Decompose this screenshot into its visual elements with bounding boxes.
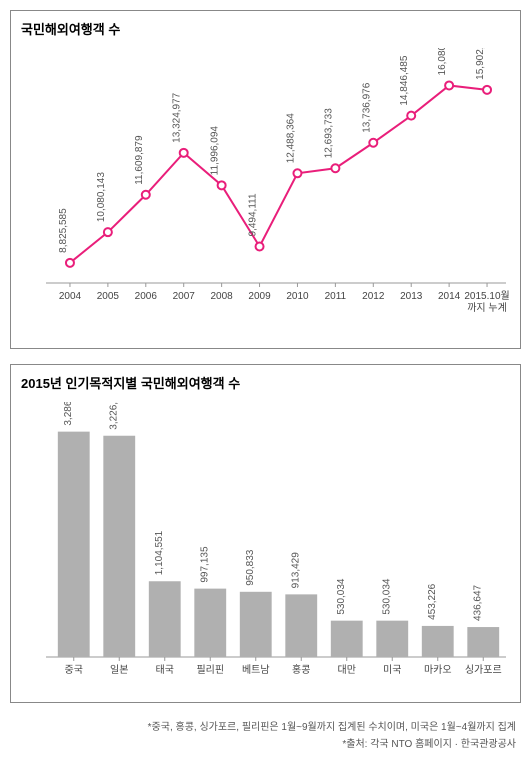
line-chart-container: 국민해외여행객 수 200420052006200720082009201020…: [10, 10, 521, 349]
svg-text:2012: 2012: [362, 291, 385, 302]
svg-text:2004: 2004: [59, 291, 82, 302]
footnote-2: *출처: 각국 NTO 홈페이지 · 한국관광공사: [10, 735, 521, 752]
svg-text:2013: 2013: [400, 291, 423, 302]
svg-text:3,286,700: 3,286,700: [63, 402, 74, 426]
svg-text:530,034: 530,034: [381, 578, 392, 615]
svg-text:2007: 2007: [173, 291, 196, 302]
line-chart-svg: 2004 2005 2006 2007 2008 2009 2010 2011 2012 2013…: [21, 48, 511, 338]
svg-text:13,324,977: 13,324,977: [172, 92, 183, 142]
svg-text:대만: 대만: [338, 664, 356, 676]
svg-text:2006: 2006: [135, 291, 158, 302]
svg-text:필리핀: 필리핀: [196, 664, 224, 676]
svg-text:2010: 2010: [286, 291, 309, 302]
bar-chart-container: 2015년 인기목적지별 국민해외여행객 수 중국 3,286,700 일본 3,22…: [10, 364, 521, 703]
svg-text:10,080,143: 10,080,143: [96, 172, 107, 222]
svg-text:2014: 2014: [438, 291, 461, 302]
svg-text:453,226: 453,226: [427, 583, 438, 620]
svg-text:12,488,364: 12,488,364: [285, 113, 296, 163]
svg-text:950,833: 950,833: [245, 549, 256, 586]
svg-text:15,902,652: 15,902,652: [475, 48, 486, 80]
svg-text:11,609,879: 11,609,879: [134, 135, 145, 185]
svg-text:중국: 중국: [65, 664, 83, 676]
svg-text:2009: 2009: [248, 291, 271, 302]
svg-text:홍콩: 홍콩: [292, 663, 310, 676]
svg-text:913,429: 913,429: [290, 552, 301, 589]
svg-text:싱가포르: 싱가포르: [465, 664, 502, 676]
svg-text:베트남: 베트남: [242, 664, 270, 676]
svg-text:14,846,485: 14,846,485: [399, 55, 410, 105]
svg-text:2008: 2008: [211, 291, 234, 302]
svg-text:8,825,585: 8,825,585: [58, 208, 69, 253]
svg-text:11,996,094: 11,996,094: [210, 126, 221, 176]
bar-chart-title: 2015년 인기목적지별 국민해외여행객 수: [11, 365, 520, 392]
svg-text:997,135: 997,135: [199, 546, 210, 583]
bar-chart-area: 중국 3,286,700 일본 3,226,636 태국 1,104,551 필리핀 997,…: [11, 392, 520, 702]
svg-text:까지 누계: 까지 누계: [467, 302, 507, 314]
svg-text:2005: 2005: [97, 291, 120, 302]
svg-text:태국: 태국: [156, 664, 174, 676]
line-chart-title: 국민해외여행객 수: [11, 11, 520, 38]
svg-text:2011: 2011: [325, 291, 347, 302]
svg-text:미국: 미국: [383, 664, 401, 676]
line-chart-area: 2004 2005 2006 2007 2008 2009 2010 2011 2012 2013…: [11, 38, 520, 348]
svg-text:일본: 일본: [110, 664, 128, 676]
svg-text:3,226,636: 3,226,636: [108, 402, 119, 430]
svg-text:16,080,684: 16,080,684: [437, 48, 448, 75]
footnote-1: *중국, 홍콩, 싱가포르, 필리핀은 1월~9월까지 집계된 수치이며, 미국…: [10, 718, 521, 735]
svg-text:9,494,111: 9,494,111: [248, 193, 259, 236]
svg-text:436,647: 436,647: [472, 584, 483, 621]
svg-text:12,693,733: 12,693,733: [323, 108, 334, 158]
svg-text:마카오: 마카오: [424, 664, 452, 676]
svg-text:1,104,551: 1,104,551: [154, 530, 165, 575]
bar-chart-svg: 중국 3,286,700 일본 3,226,636 태국 1,104,551 필리핀 997,…: [21, 402, 511, 692]
svg-text:13,736,976: 13,736,976: [361, 82, 372, 132]
svg-text:2015.10월: 2015.10월: [464, 290, 509, 302]
svg-text:530,034: 530,034: [336, 578, 347, 615]
